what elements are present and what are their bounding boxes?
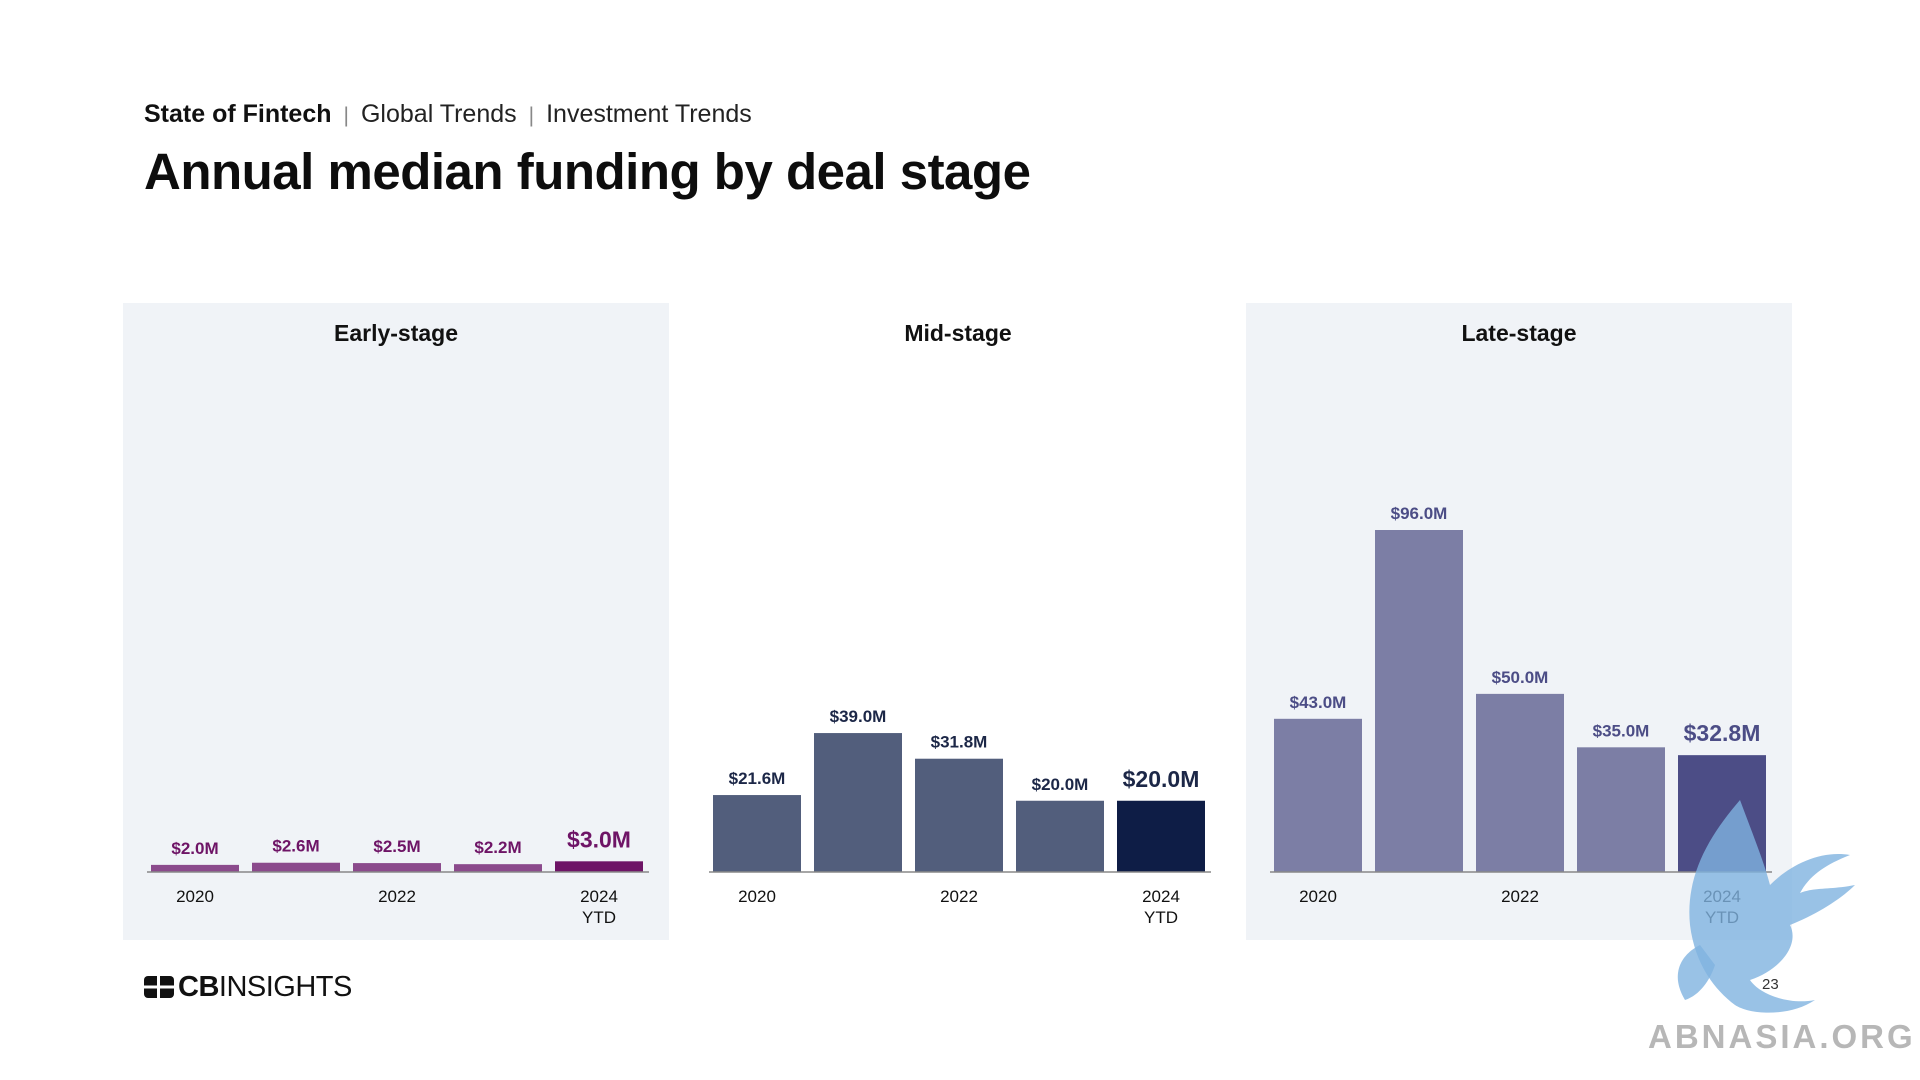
mid-stage-data-label: $20.0M (1123, 766, 1200, 792)
early-stage-data-label: $2.0M (171, 839, 218, 858)
late-stage-tick-label: 2022 (1501, 887, 1539, 906)
early-stage-bar (252, 862, 340, 872)
mid-stage-data-label: $39.0M (830, 707, 887, 726)
page-title: Annual median funding by deal stage (144, 143, 1031, 200)
page-number: 23 (1762, 976, 1779, 993)
mid-stage-title: Mid-stage (904, 320, 1011, 346)
breadcrumb-item-investment-trends: Investment Trends (546, 100, 752, 128)
late-stage-bar (1274, 718, 1362, 872)
late-stage-bar (1577, 747, 1665, 872)
breadcrumb-item-global-trends: Global Trends (360, 100, 517, 128)
early-stage-tick-label: 2020 (176, 887, 214, 906)
early-stage-tick-label: 2022 (378, 887, 416, 906)
late-stage-data-label: $50.0M (1492, 668, 1549, 687)
breadcrumb-separator: | (528, 104, 535, 127)
early-stage-bar (454, 864, 542, 872)
mid-stage-data-label: $20.0M (1032, 775, 1089, 794)
early-stage-data-label: $2.5M (373, 837, 420, 856)
watermark-text: ABNASIA.ORG (1648, 1018, 1916, 1055)
mid-stage-bar (713, 795, 801, 872)
mid-stage-tick-label: 2024 (1142, 887, 1180, 906)
late-stage-data-label: $32.8M (1684, 720, 1761, 746)
mid-stage-data-label: $31.8M (931, 733, 988, 752)
early-stage-tick-label: 2024 (580, 887, 618, 906)
early-stage-data-label: $2.2M (474, 838, 521, 857)
late-stage-bar (1375, 530, 1463, 872)
early-stage-bar (151, 864, 239, 872)
brand-rest: INSIGHTS (218, 970, 352, 1003)
breadcrumb-item-state-of-fintech: State of Fintech (144, 100, 332, 128)
early-stage-data-label: $3.0M (567, 826, 631, 852)
late-stage-data-label: $35.0M (1593, 721, 1650, 740)
breadcrumb-separator: | (343, 104, 349, 127)
cb-insights-wordmark: CBINSIGHTS (178, 971, 352, 1004)
brand-bold: CB (178, 970, 219, 1003)
mid-stage-data-label: $21.6M (729, 769, 786, 788)
early-stage-data-label: $2.6M (272, 837, 319, 856)
mid-stage-bar (1117, 800, 1205, 872)
early-stage-bar (353, 863, 441, 872)
late-stage-data-label: $96.0M (1391, 504, 1448, 523)
late-stage-tick-label: 2020 (1299, 887, 1337, 906)
late-stage-title: Late-stage (1461, 320, 1576, 346)
mid-stage-bar (915, 758, 1003, 872)
early-stage-panel (123, 303, 669, 940)
mid-stage-tick-label: 2022 (940, 887, 978, 906)
breadcrumb: State of Fintech | Global Trends | Investmen… (144, 100, 752, 129)
cb-insights-logo: CBINSIGHTS (144, 971, 352, 1004)
late-stage-data-label: $43.0M (1290, 693, 1347, 712)
late-stage-bar (1476, 693, 1564, 872)
early-stage-bar (555, 861, 643, 872)
mid-stage-tick-label: YTD (1144, 908, 1178, 927)
cb-insights-logo-icon (144, 976, 174, 998)
early-stage-title: Early-stage (334, 320, 458, 346)
griffin-watermark-icon (1677, 800, 1855, 1013)
early-stage-tick-label: YTD (582, 908, 616, 927)
mid-stage-tick-label: 2020 (738, 887, 776, 906)
mid-stage-bar (814, 733, 902, 872)
mid-stage-bar (1016, 800, 1104, 872)
